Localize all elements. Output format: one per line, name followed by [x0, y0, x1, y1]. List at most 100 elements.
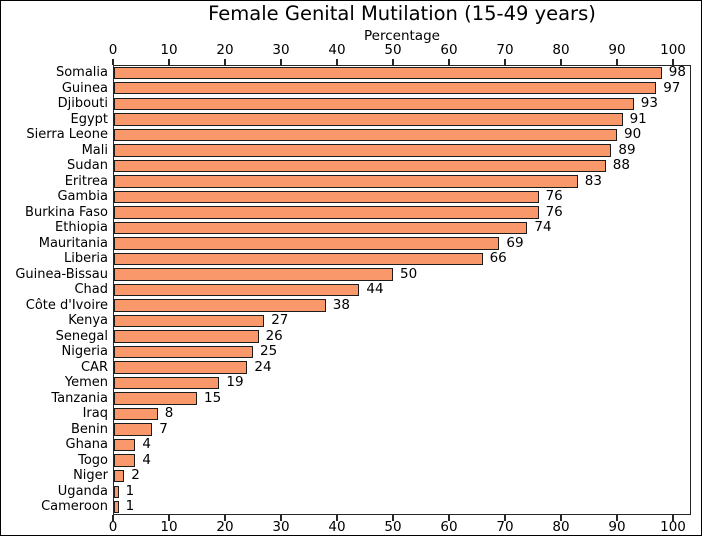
x-tick-mark-bottom	[672, 515, 674, 521]
x-tick-label-bottom: 70	[496, 519, 514, 535]
value-label: 44	[366, 281, 384, 298]
category-label: Uganda	[57, 483, 108, 499]
value-label: 8	[164, 405, 174, 422]
x-tick-mark-bottom	[224, 515, 226, 521]
x-tick-label-top: 70	[496, 42, 514, 58]
category-label: Eritrea	[64, 173, 108, 189]
x-tick-label-top: 10	[160, 42, 178, 58]
chart-title: Female Genital Mutilation (15-49 years)	[208, 2, 596, 25]
x-tick-mark-top	[392, 59, 394, 65]
category-label: Ghana	[65, 437, 109, 453]
value-label: 1	[125, 482, 135, 499]
category-label: Togo	[78, 452, 108, 468]
category-label: Sudan	[67, 158, 108, 174]
bar	[114, 470, 125, 483]
bar	[114, 438, 136, 452]
bar	[114, 237, 500, 250]
bar	[114, 97, 634, 110]
value-label: 98	[668, 64, 686, 80]
category-label: Mauritania	[38, 235, 108, 251]
value-label: 24	[254, 358, 272, 375]
x-tick-mark-bottom	[504, 515, 506, 521]
bar	[114, 190, 539, 204]
x-tick-label-top: 0	[108, 42, 118, 58]
x-tick-label-top: 90	[608, 42, 626, 58]
category-label: Côte d'Ivoire	[25, 297, 108, 313]
value-label: 50	[400, 265, 418, 282]
value-label: 4	[142, 451, 151, 468]
value-label: 76	[545, 203, 563, 220]
bar	[114, 283, 360, 297]
category-label: Gambia	[57, 189, 108, 205]
x-tick-label-top: 100	[660, 42, 686, 58]
x-tick-label-bottom: 60	[440, 519, 458, 535]
x-tick-mark-bottom	[336, 515, 338, 521]
x-tick-label-bottom: 100	[660, 519, 686, 535]
value-label: 7	[159, 420, 168, 437]
value-label: 90	[624, 126, 642, 143]
category-label: Somalia	[55, 65, 108, 80]
x-tick-mark-bottom	[392, 515, 394, 521]
bar	[114, 345, 253, 359]
value-label: 89	[618, 141, 636, 158]
category-label: Guinea	[61, 80, 108, 96]
bar	[114, 144, 612, 157]
x-tick-label-bottom: 40	[328, 519, 346, 535]
value-label: 15	[204, 389, 222, 406]
category-label: Liberia	[63, 251, 108, 267]
value-label: 19	[226, 374, 244, 391]
category-label: Djibouti	[57, 96, 108, 112]
x-tick-mark-top	[672, 59, 674, 65]
value-label: 26	[265, 327, 283, 344]
bar	[114, 82, 657, 95]
x-tick-label-bottom: 50	[384, 519, 402, 535]
x-tick-mark-bottom	[112, 515, 114, 521]
category-label: Guinea-Bissau	[15, 266, 108, 282]
value-label: 2	[131, 467, 140, 484]
bar	[114, 330, 259, 343]
x-tick-mark-top	[112, 59, 114, 65]
value-label: 25	[260, 343, 278, 360]
x-tick-mark-top	[224, 59, 226, 65]
value-label: 4	[142, 436, 151, 453]
x-tick-label-top: 80	[552, 42, 570, 58]
value-label: 27	[271, 312, 289, 329]
x-tick-label-top: 30	[272, 42, 290, 58]
bar	[114, 175, 578, 188]
category-label: Tanzania	[51, 390, 108, 406]
category-label: Ethiopia	[55, 220, 108, 236]
category-label: Chad	[74, 282, 108, 298]
value-label: 66	[489, 250, 507, 267]
value-label: 76	[545, 188, 563, 205]
value-label: 74	[534, 219, 552, 236]
value-label: 83	[584, 172, 602, 189]
category-label: Nigeria	[61, 344, 108, 360]
value-label: 97	[663, 79, 681, 96]
x-tick-label-bottom: 10	[160, 519, 178, 535]
category-label: Burkina Faso	[25, 204, 108, 220]
x-tick-mark-top	[168, 59, 170, 65]
x-tick-label-top: 50	[384, 42, 402, 58]
value-label: 88	[612, 157, 630, 174]
x-tick-label-bottom: 80	[552, 519, 570, 535]
value-label: 1	[125, 498, 135, 515]
bar	[114, 423, 153, 436]
x-tick-label-bottom: 90	[608, 519, 626, 535]
category-label: Niger	[73, 468, 108, 484]
bar	[114, 252, 483, 266]
x-tick-mark-top	[504, 59, 506, 65]
bar	[114, 221, 528, 235]
bar	[114, 392, 197, 405]
category-label: Benin	[70, 421, 108, 437]
category-label: Mali	[81, 142, 108, 158]
category-label: Cameroon	[41, 499, 108, 515]
x-tick-label-top: 20	[216, 42, 234, 58]
x-tick-mark-top	[616, 59, 618, 65]
bar	[114, 501, 119, 514]
x-tick-label-top: 40	[328, 42, 346, 58]
bar	[114, 485, 119, 498]
bar	[114, 407, 158, 421]
category-label: Yemen	[64, 375, 108, 391]
value-label: 93	[640, 95, 658, 112]
